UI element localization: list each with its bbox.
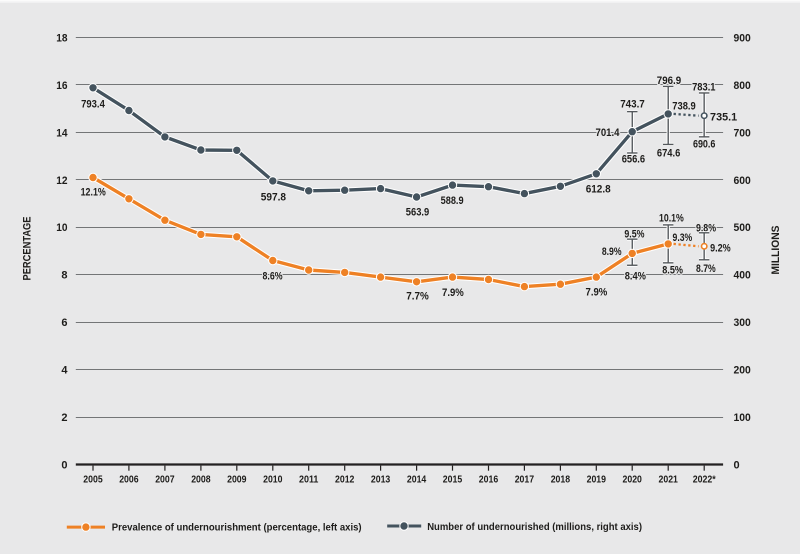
svg-text:0: 0: [734, 460, 740, 472]
svg-text:8.4%: 8.4%: [625, 270, 647, 282]
svg-text:12.1%: 12.1%: [81, 187, 107, 199]
svg-text:612.8: 612.8: [586, 183, 611, 195]
svg-text:0: 0: [61, 460, 67, 472]
svg-text:7.9%: 7.9%: [586, 286, 608, 298]
svg-text:2018: 2018: [551, 475, 571, 486]
svg-text:2021: 2021: [659, 475, 679, 486]
svg-text:300: 300: [734, 317, 751, 329]
svg-text:783.1: 783.1: [692, 82, 715, 94]
svg-text:796.9: 796.9: [657, 75, 681, 87]
svg-text:690.6: 690.6: [693, 139, 716, 151]
svg-text:743.7: 743.7: [620, 99, 645, 111]
svg-text:800: 800: [734, 80, 751, 92]
svg-text:Prevalence of undernourishment: Prevalence of undernourishment (percenta…: [112, 522, 362, 533]
svg-text:2015: 2015: [443, 475, 463, 486]
svg-text:2011: 2011: [299, 475, 319, 486]
svg-text:656.6: 656.6: [622, 154, 645, 166]
svg-text:2008: 2008: [191, 475, 211, 486]
svg-text:16: 16: [56, 80, 67, 92]
svg-text:2020: 2020: [623, 475, 643, 486]
svg-text:500: 500: [734, 222, 751, 234]
svg-text:2017: 2017: [515, 475, 535, 486]
svg-text:2016: 2016: [479, 475, 499, 486]
svg-text:200: 200: [734, 365, 751, 377]
svg-text:2006: 2006: [119, 475, 139, 486]
svg-text:900: 900: [734, 33, 751, 45]
svg-text:10.1%: 10.1%: [659, 213, 684, 225]
svg-text:8.9%: 8.9%: [602, 246, 622, 258]
svg-text:2014: 2014: [407, 475, 427, 486]
svg-text:8.7%: 8.7%: [696, 263, 716, 275]
svg-text:793.4: 793.4: [81, 99, 105, 111]
svg-text:600: 600: [734, 175, 751, 187]
svg-text:8.5%: 8.5%: [662, 264, 683, 276]
svg-text:7.9%: 7.9%: [442, 287, 464, 299]
svg-text:597.8: 597.8: [261, 192, 286, 204]
svg-text:9.3%: 9.3%: [673, 232, 693, 244]
svg-text:9.2%: 9.2%: [710, 243, 731, 255]
svg-text:12: 12: [56, 175, 67, 187]
svg-text:8: 8: [61, 270, 67, 282]
svg-text:738.9: 738.9: [672, 100, 696, 112]
svg-text:4: 4: [61, 365, 68, 377]
svg-text:MILLIONS: MILLIONS: [770, 226, 782, 275]
svg-text:PERCENTAGE: PERCENTAGE: [22, 217, 34, 281]
svg-text:400: 400: [734, 270, 751, 282]
svg-text:2013: 2013: [371, 475, 391, 486]
svg-text:674.6: 674.6: [657, 148, 680, 160]
svg-text:2005: 2005: [83, 475, 103, 486]
svg-text:735.1: 735.1: [710, 112, 737, 124]
svg-text:2019: 2019: [587, 475, 607, 486]
svg-text:8.6%: 8.6%: [263, 270, 283, 282]
svg-text:588.9: 588.9: [441, 195, 464, 207]
svg-text:6: 6: [61, 317, 67, 329]
svg-text:2: 2: [61, 412, 67, 424]
svg-text:Number of undernourished (mill: Number of undernourished (millions, righ…: [427, 522, 642, 533]
svg-text:701.4: 701.4: [596, 127, 620, 139]
svg-text:2022*: 2022*: [693, 475, 716, 486]
svg-text:14: 14: [56, 127, 68, 139]
svg-text:700: 700: [734, 127, 751, 139]
svg-text:100: 100: [734, 412, 751, 424]
svg-text:2009: 2009: [227, 475, 247, 486]
svg-text:563.9: 563.9: [406, 207, 429, 219]
svg-text:18: 18: [56, 33, 67, 45]
svg-text:2010: 2010: [263, 475, 283, 486]
svg-text:10: 10: [56, 222, 67, 234]
svg-text:2007: 2007: [155, 475, 175, 486]
svg-text:2012: 2012: [335, 475, 355, 486]
svg-text:7.7%: 7.7%: [406, 290, 429, 302]
